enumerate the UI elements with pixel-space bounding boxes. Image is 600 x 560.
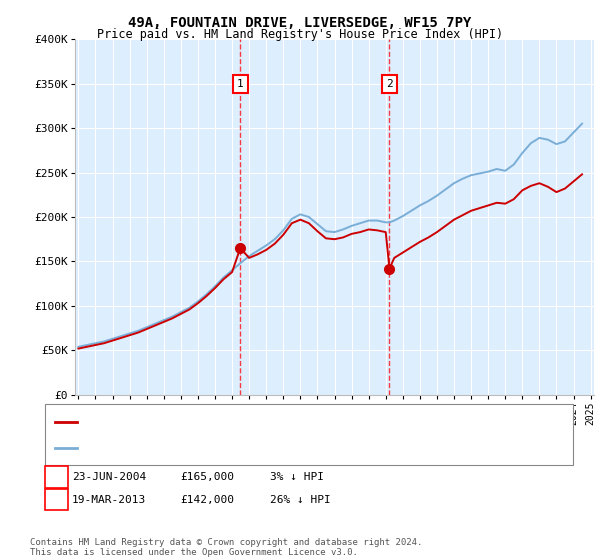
Text: £142,000: £142,000 [180,494,234,505]
Text: 1: 1 [237,78,244,88]
Text: 3% ↓ HPI: 3% ↓ HPI [270,472,324,482]
Text: 2: 2 [53,494,60,505]
Text: HPI: Average price, detached house, Kirklees: HPI: Average price, detached house, Kirk… [81,444,356,453]
Text: 26% ↓ HPI: 26% ↓ HPI [270,494,331,505]
Text: 2: 2 [386,78,393,88]
Text: 49A, FOUNTAIN DRIVE, LIVERSEDGE, WF15 7PY (detached house): 49A, FOUNTAIN DRIVE, LIVERSEDGE, WF15 7P… [81,418,443,427]
Text: Contains HM Land Registry data © Crown copyright and database right 2024.
This d: Contains HM Land Registry data © Crown c… [30,538,422,557]
Text: £165,000: £165,000 [180,472,234,482]
Text: 23-JUN-2004: 23-JUN-2004 [72,472,146,482]
Text: Price paid vs. HM Land Registry's House Price Index (HPI): Price paid vs. HM Land Registry's House … [97,28,503,41]
Text: 49A, FOUNTAIN DRIVE, LIVERSEDGE, WF15 7PY: 49A, FOUNTAIN DRIVE, LIVERSEDGE, WF15 7P… [128,16,472,30]
Text: 19-MAR-2013: 19-MAR-2013 [72,494,146,505]
Text: 1: 1 [53,472,60,482]
